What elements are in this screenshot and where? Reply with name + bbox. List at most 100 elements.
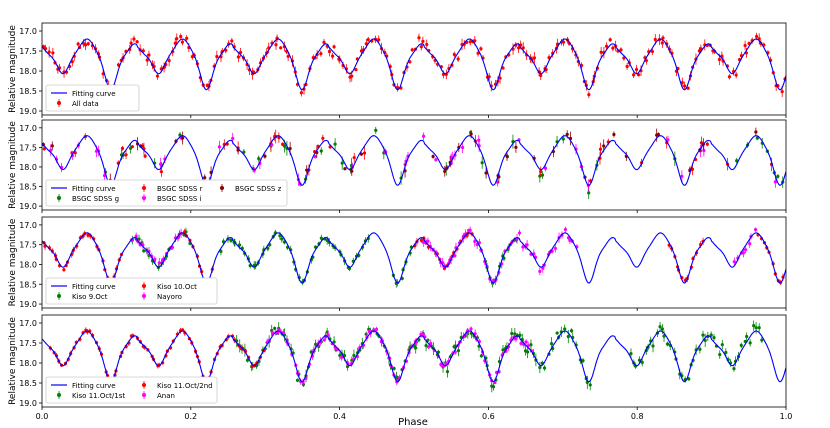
data-point [563, 327, 567, 331]
data-point [419, 45, 423, 49]
legend-marker-swatch [142, 383, 146, 387]
data-point [491, 385, 496, 389]
data-point [130, 145, 135, 149]
data-point [332, 45, 336, 49]
data-point [640, 360, 644, 365]
data-point [443, 169, 447, 173]
data-point [505, 154, 509, 158]
data-point [319, 149, 323, 153]
data-point [563, 227, 568, 232]
y-tick-label: 17.5 [19, 339, 37, 348]
series-all-data [42, 32, 786, 99]
data-point [604, 44, 609, 48]
axes-frame [41, 216, 787, 309]
data-point [322, 40, 326, 44]
data-point [431, 154, 435, 159]
data-point [608, 38, 612, 42]
legend-label: Anan [157, 392, 175, 400]
y-tick-label: 17.0 [19, 221, 37, 230]
data-point [456, 57, 460, 61]
data-point [718, 352, 722, 357]
y-tick-label: 18.0 [19, 67, 37, 76]
data-point [540, 173, 545, 177]
legend-box [45, 277, 218, 305]
data-point [619, 48, 623, 52]
series-kiso-10-oct [42, 228, 785, 286]
legend-label: Kiso 9.Oct [72, 293, 108, 301]
data-point [568, 238, 572, 243]
data-point [566, 236, 571, 240]
data-point [175, 37, 179, 41]
x-tick-label: 0.8 [631, 412, 644, 421]
data-point [352, 156, 356, 160]
data-point [286, 54, 290, 59]
data-point [366, 37, 370, 42]
data-point [417, 36, 421, 40]
data-point [434, 158, 438, 162]
data-point [270, 331, 275, 335]
data-point [743, 248, 748, 252]
fitting-curve-line [42, 330, 786, 383]
legend-label: Fitting curve [72, 283, 116, 291]
x-axis-label: Phase [398, 417, 428, 428]
legend-marker-swatch [220, 186, 224, 190]
data-point [157, 261, 161, 265]
legend-box [45, 376, 218, 404]
legend-label: BSGC SDSS r [157, 185, 203, 193]
data-point [424, 344, 428, 348]
data-point [739, 343, 743, 347]
y-tick-label: 17.5 [19, 241, 37, 250]
data-point [776, 174, 780, 179]
data-point [229, 238, 233, 242]
data-point [662, 334, 666, 338]
y-tick-label: 17.5 [19, 143, 37, 152]
data-point [305, 168, 309, 172]
fitting-curve-line [42, 135, 786, 186]
y-tick-label: 18.5 [19, 280, 37, 289]
data-point [479, 47, 483, 51]
axes-frame [41, 119, 787, 211]
legend: Fitting curve Kiso 11.Oct/1st Kiso 11.Oct/… [45, 376, 218, 404]
y-axis-label: Relative magnitude [8, 25, 18, 113]
data-point [421, 240, 425, 244]
data-point [281, 331, 286, 335]
plot-area [42, 320, 786, 393]
data-point [394, 375, 399, 379]
data-point [410, 48, 414, 52]
legend-label: Fitting curve [72, 382, 116, 390]
data-point [525, 243, 529, 247]
data-point [539, 73, 543, 78]
data-point [743, 43, 747, 48]
legend-marker-swatch [57, 294, 61, 298]
data-point [129, 41, 133, 45]
data-point [561, 137, 565, 141]
legend-label: Nayoro [157, 293, 182, 301]
y-tick-label: 18.5 [19, 87, 37, 96]
data-point [145, 58, 149, 62]
data-point [183, 230, 187, 234]
legend-label: Kiso 11.Oct/2nd [157, 382, 213, 390]
legend-marker-swatch [57, 196, 61, 200]
legend: Fitting curve BSGC SDSS g BSGC SDSS r BSGC … [45, 179, 288, 207]
data-point [414, 346, 418, 350]
data-point [279, 46, 283, 50]
data-point [141, 49, 145, 53]
data-point [745, 334, 749, 339]
legend-label: Fitting curve [72, 185, 116, 193]
data-point [501, 348, 505, 352]
data-point [374, 128, 378, 132]
plot-area [42, 226, 786, 288]
data-point [555, 331, 559, 335]
fitting-curve-line [42, 38, 786, 91]
data-point [173, 41, 177, 45]
data-point [660, 327, 664, 331]
data-point [354, 67, 358, 72]
data-point [180, 40, 185, 44]
data-point [658, 325, 662, 329]
y-tick-label: 19.0 [19, 300, 37, 309]
data-point [217, 145, 222, 149]
data-point [215, 54, 219, 59]
data-point [602, 144, 606, 148]
y-axis-label: Relative magnitude [8, 218, 18, 306]
